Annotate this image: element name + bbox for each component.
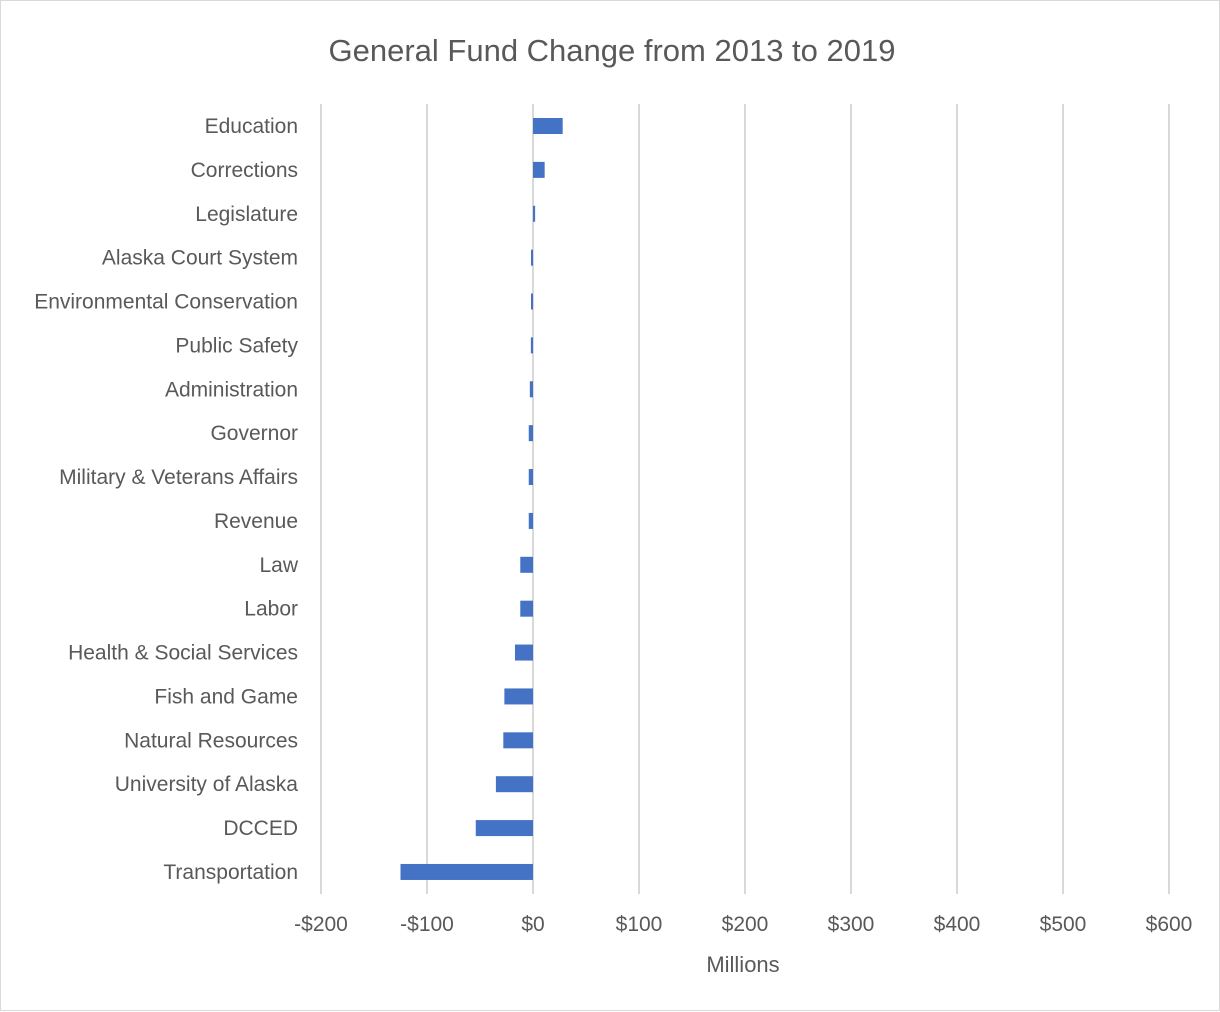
bar — [504, 688, 533, 705]
category-label: Environmental Conservation — [34, 291, 298, 314]
x-tick-label: $100 — [616, 913, 663, 936]
bar — [475, 820, 533, 837]
category-label: DCCED — [223, 817, 298, 840]
bar — [520, 600, 533, 617]
bar — [528, 469, 533, 486]
x-tick-label: $500 — [1040, 913, 1087, 936]
category-label: Military & Veterans Affairs — [59, 466, 298, 489]
x-tick-label: $0 — [521, 913, 544, 936]
category-label: Law — [259, 554, 298, 577]
gridlines — [320, 104, 1170, 894]
x-tick-label: $300 — [828, 913, 875, 936]
bar — [533, 161, 545, 178]
category-label: Alaska Court System — [102, 247, 298, 270]
bar — [495, 776, 533, 793]
bar — [528, 512, 533, 529]
x-tick-label: $200 — [722, 913, 769, 936]
x-axis-title: Millions — [706, 952, 779, 977]
category-label: Health & Social Services — [68, 642, 298, 665]
category-labels: Education Corrections Legislature Alaska Co… — [34, 115, 299, 884]
x-tick-label: $400 — [934, 913, 981, 936]
category-label: Labor — [244, 598, 298, 621]
category-label: Natural Resources — [124, 729, 298, 752]
category-label: Fish and Game — [154, 685, 298, 708]
bar — [528, 425, 533, 442]
bar — [400, 863, 533, 880]
category-label: Administration — [165, 378, 298, 401]
x-tick-label: $600 — [1146, 913, 1193, 936]
category-label: Transportation — [163, 861, 298, 884]
category-label: Corrections — [191, 159, 298, 182]
x-tick-label: -$200 — [294, 913, 348, 936]
category-label: Public Safety — [175, 334, 298, 357]
bar — [514, 644, 533, 661]
x-tick-label: -$100 — [400, 913, 454, 936]
category-label: University of Alaska — [115, 773, 299, 796]
category-label: Governor — [210, 422, 298, 445]
category-label: Revenue — [214, 510, 298, 533]
bar — [533, 118, 563, 134]
x-tick-labels: -$200 -$100 $0 $100 $200 $300 $400 $500 $600 — [294, 913, 1192, 936]
chart-title: General Fund Change from 2013 to 2019 — [329, 33, 896, 68]
bar — [530, 337, 533, 354]
bar — [533, 205, 536, 222]
bar — [520, 556, 533, 573]
bar — [531, 293, 533, 310]
bars — [400, 118, 563, 880]
bar — [529, 381, 533, 398]
bar — [531, 249, 533, 266]
category-label: Legislature — [195, 203, 298, 226]
bar — [503, 732, 533, 749]
category-label: Education — [205, 115, 298, 138]
